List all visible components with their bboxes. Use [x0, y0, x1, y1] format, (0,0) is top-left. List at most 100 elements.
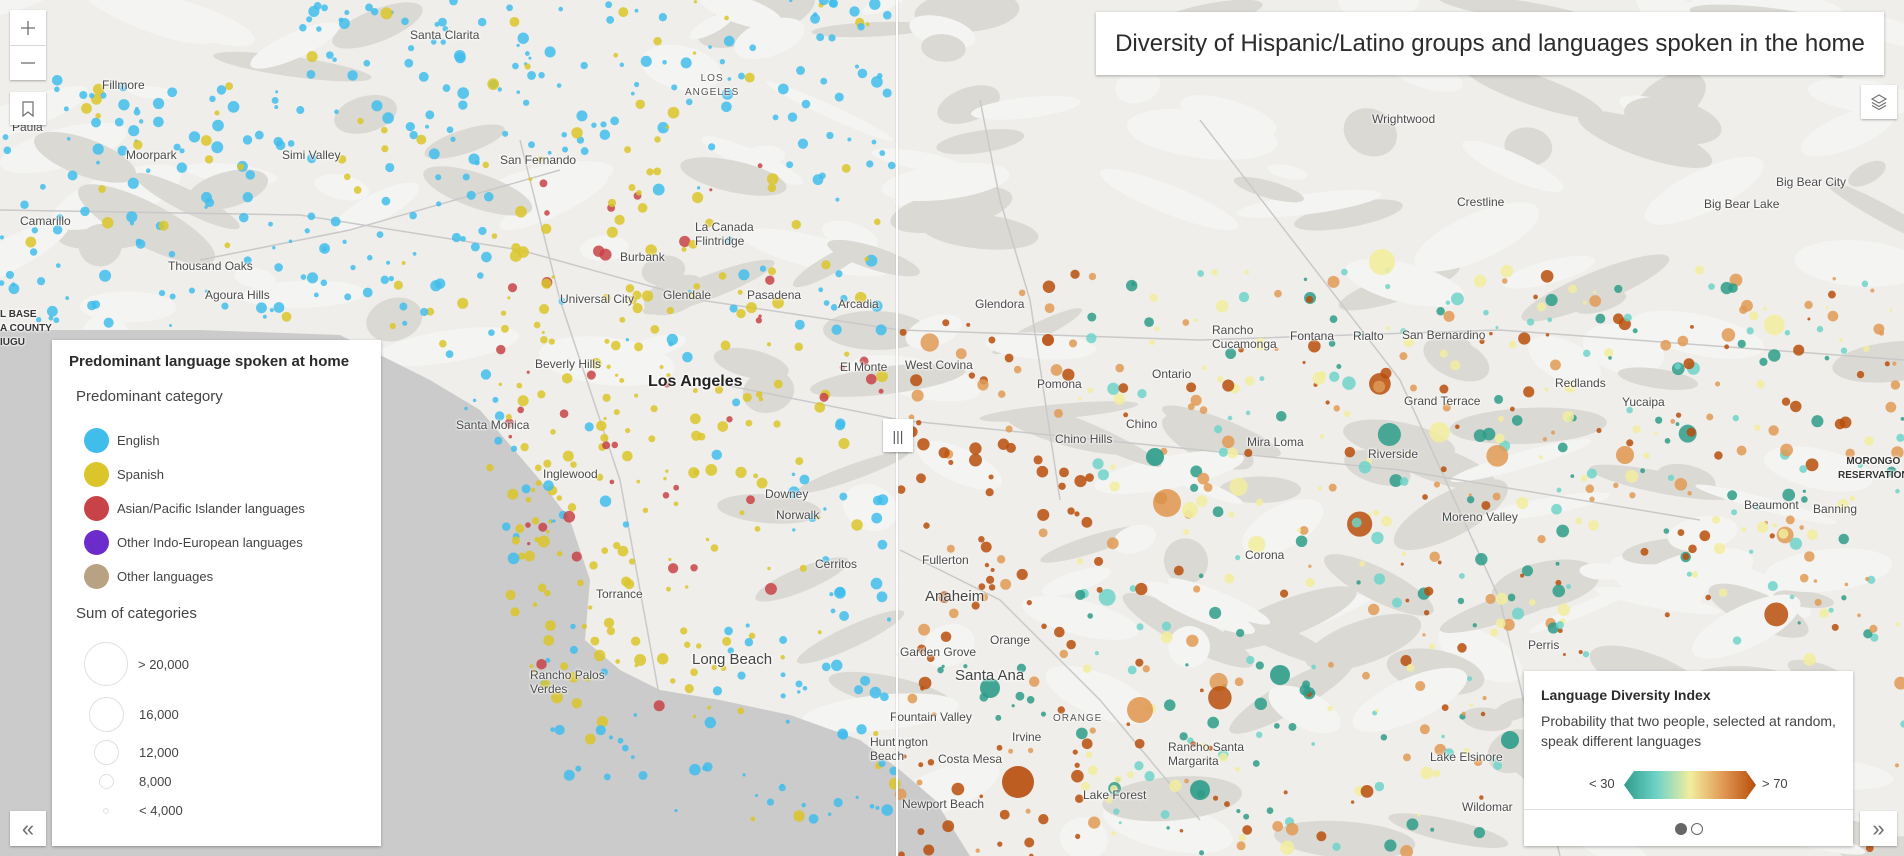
map-symbol: [571, 127, 583, 139]
map-symbol: [1550, 359, 1561, 371]
map-symbol: [1142, 665, 1150, 673]
place-label: Long Beach: [692, 651, 773, 668]
map-symbol: [1562, 653, 1566, 657]
map-symbol: [920, 686, 925, 691]
category-label: Asian/Pacific Islander languages: [117, 501, 305, 516]
map-symbol: [237, 163, 245, 171]
page-dot-2[interactable]: [1690, 822, 1703, 835]
collapse-legend-button[interactable]: «: [10, 811, 46, 846]
map-symbol: [648, 435, 656, 443]
map-symbol: [326, 51, 334, 59]
map-symbol: [1406, 664, 1415, 672]
layers-button[interactable]: [1861, 85, 1897, 119]
map-symbol: [510, 445, 518, 452]
map-symbol: [1502, 278, 1508, 284]
map-symbol: [920, 333, 939, 352]
map-symbol: [635, 99, 646, 110]
swipe-handle[interactable]: |||: [883, 419, 913, 452]
map-symbol: [696, 186, 701, 190]
map-symbol: [1793, 344, 1805, 356]
map-symbol: [772, 114, 779, 121]
place-label: San Fernando: [500, 153, 577, 167]
size-circle: [99, 774, 114, 789]
map-symbol: [145, 168, 151, 174]
map-symbol: [1135, 658, 1144, 667]
place-label: Moreno Valley: [1442, 510, 1518, 524]
map-symbol: [937, 666, 944, 674]
map-symbol: [575, 765, 582, 772]
map-symbol: [1845, 448, 1855, 459]
bookmarks-button[interactable]: [10, 92, 46, 125]
map-symbol: [1834, 418, 1846, 430]
size-label: 12,000: [139, 745, 179, 760]
hillshade-patch: [713, 347, 789, 380]
map-symbol: [632, 303, 643, 314]
map-symbol: [791, 219, 802, 230]
map-symbol: [425, 124, 430, 129]
map-symbol: [596, 473, 604, 481]
map-symbol: [880, 692, 889, 702]
category-swatch: [84, 428, 109, 453]
map-symbol: [630, 91, 635, 96]
map-symbol: [1319, 434, 1325, 439]
map-symbol: [980, 678, 1000, 698]
hillshade-patch: [1094, 450, 1245, 494]
map-symbol: [628, 295, 637, 305]
map-symbol: [1589, 496, 1595, 502]
map-symbol: [1455, 424, 1460, 430]
hillshade-patch: [1267, 164, 1308, 180]
map-symbol: [640, 55, 652, 67]
map-symbol: [1492, 492, 1501, 501]
map-symbol: [721, 377, 726, 381]
map-symbol: [634, 8, 639, 13]
map-symbol: [1199, 406, 1208, 415]
map-symbol: [1688, 544, 1697, 554]
zoom-out-button[interactable]: [10, 46, 46, 80]
legend-panel: Predominant language spoken at home Pred…: [52, 340, 381, 846]
map-symbol: [1582, 651, 1590, 658]
map-symbol: [209, 95, 216, 103]
map-symbol: [679, 235, 691, 248]
map-symbol: [1416, 813, 1421, 817]
map-symbol: [1154, 326, 1160, 332]
map-symbol: [457, 87, 470, 99]
map-symbol: [1270, 665, 1290, 685]
map-symbol: [966, 322, 971, 327]
map-symbol: [710, 544, 719, 552]
map-symbol: [917, 438, 930, 451]
map-symbol: [758, 314, 762, 318]
hillshade-patch: [72, 0, 220, 44]
map-symbol: [1803, 652, 1817, 666]
map-symbol: [1109, 481, 1120, 492]
map-symbol: [1011, 704, 1015, 708]
map-symbol: [1248, 535, 1266, 554]
map-symbol: [551, 275, 556, 279]
zoom-in-button[interactable]: [10, 10, 46, 46]
map-symbol: [1420, 766, 1434, 780]
map-symbol: [1190, 741, 1197, 748]
map-symbol: [563, 510, 576, 523]
map-symbol: [562, 146, 569, 153]
map-symbol: [1059, 649, 1069, 659]
map-symbol: [916, 779, 923, 786]
map-symbol: [31, 227, 38, 234]
hillshade-patch: [332, 2, 423, 49]
map-symbol: [494, 436, 503, 445]
map-symbol: [1550, 430, 1556, 435]
map-symbol: [1556, 487, 1562, 493]
expand-panel-button[interactable]: »: [1860, 811, 1897, 846]
map-symbol: [1236, 628, 1245, 638]
map-symbol: [1613, 313, 1624, 325]
map-symbol: [1557, 603, 1570, 616]
map-symbol: [1385, 283, 1391, 290]
size-label: 8,000: [139, 774, 172, 789]
map-symbol: [5, 270, 15, 279]
map-symbol: [817, 630, 822, 635]
page-dot-1[interactable]: [1674, 822, 1687, 835]
map-symbol: [789, 0, 793, 3]
map-symbol: [367, 254, 373, 261]
map-symbol: [438, 339, 447, 348]
hillshade-patch: [801, 693, 959, 732]
map-symbol: [881, 804, 894, 816]
map-symbol: [1840, 347, 1848, 354]
